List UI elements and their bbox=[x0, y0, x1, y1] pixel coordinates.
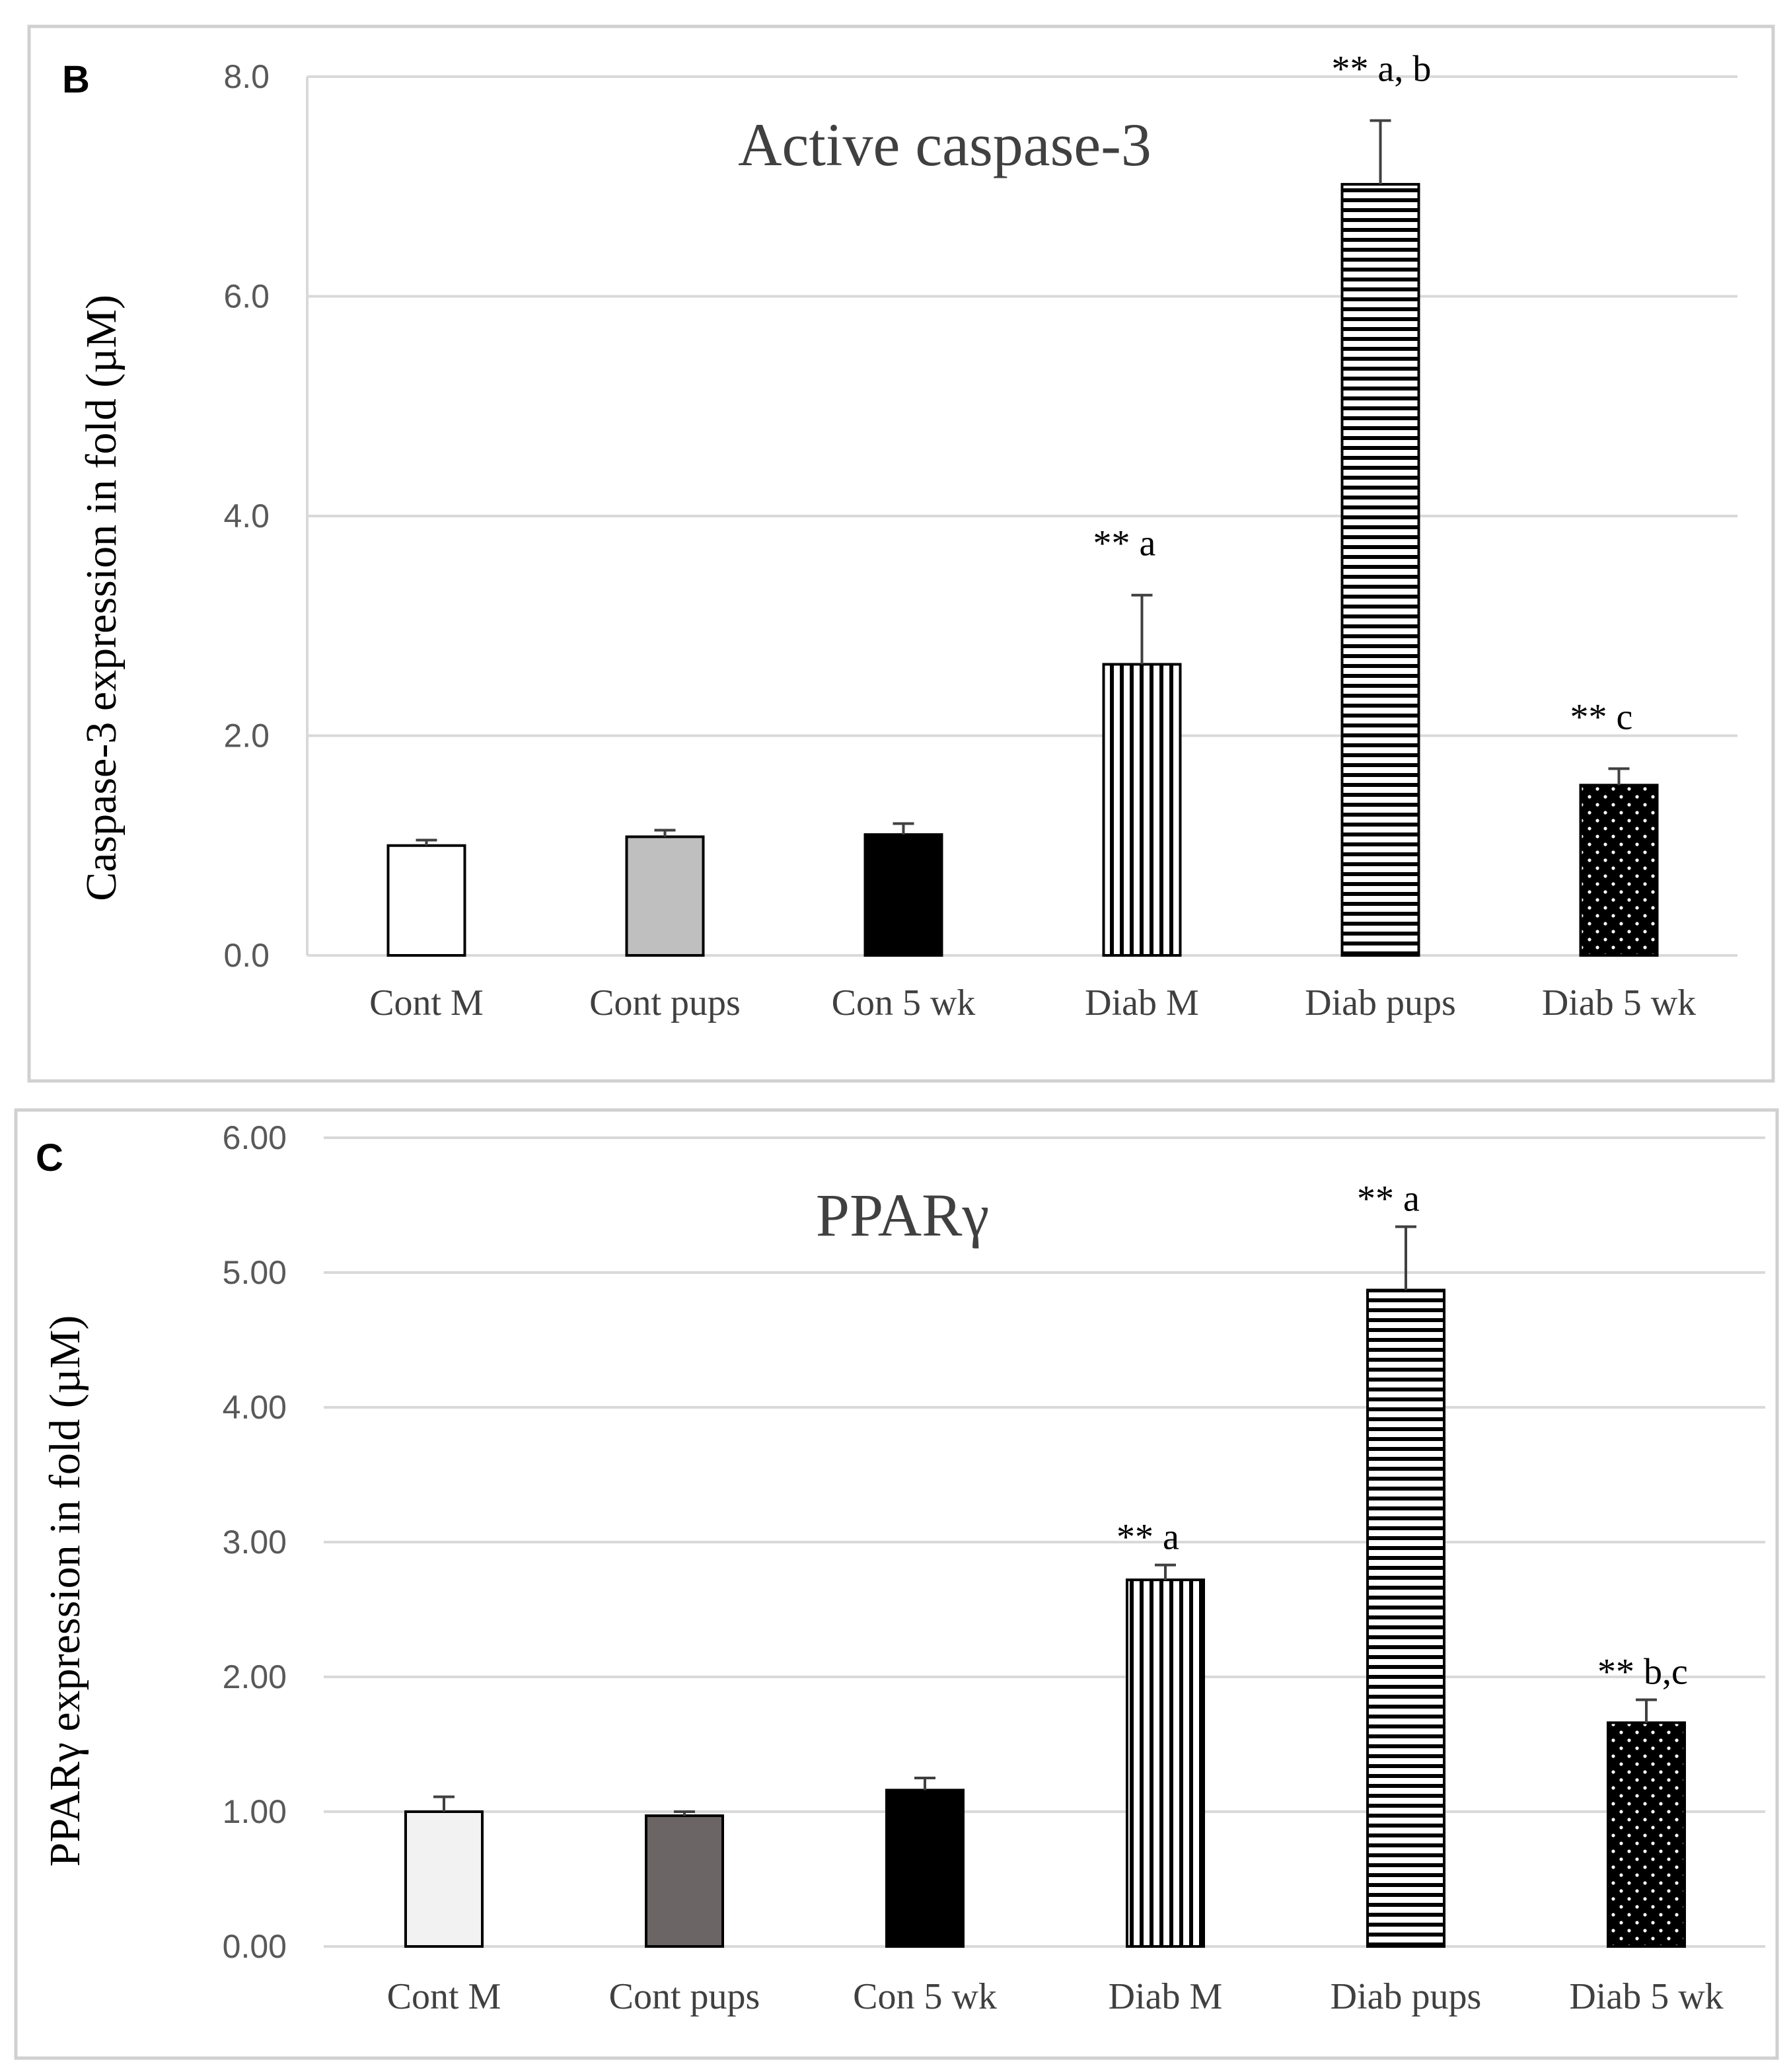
panel-b-letter: B bbox=[62, 58, 90, 101]
panel-c-x-tick-label: Con 5 wk bbox=[853, 1976, 997, 2017]
panel-c-x-tick-label: Diab M bbox=[1109, 1976, 1223, 2017]
panel-b-x-tick-label: Cont M bbox=[369, 982, 484, 1023]
panel-b-x-tick-label: Cont pups bbox=[589, 982, 741, 1023]
panel-c-bar bbox=[1607, 1721, 1686, 1948]
panel-b-y-axis-label: Caspase-3 expression in fold (µM) bbox=[77, 295, 126, 901]
panel-b-error-bar bbox=[654, 829, 676, 837]
panel-b-bar bbox=[1579, 784, 1659, 957]
panel-b-significance-label: ** a, b bbox=[1332, 49, 1432, 90]
panel-c-title: PPARγ bbox=[816, 1181, 989, 1249]
panel-c-error-bar bbox=[674, 1810, 695, 1816]
panel-b-bar bbox=[625, 835, 705, 957]
panel-b-title: Active caspase-3 bbox=[738, 111, 1151, 178]
panel-c-y-tick-label: 6.00 bbox=[223, 1119, 287, 1156]
panel-b-significance-label: ** c bbox=[1570, 696, 1633, 737]
panel-b-x-tick-label: Diab pups bbox=[1305, 982, 1456, 1023]
panel-b-x-tick-label: Diab M bbox=[1085, 982, 1199, 1023]
panel-b-bar bbox=[863, 833, 943, 957]
panel-c-significance-label: ** a bbox=[1357, 1179, 1420, 1220]
panel-c-error-bar bbox=[1636, 1698, 1657, 1723]
panel-b-error-bar bbox=[1370, 119, 1391, 184]
panel-b-error-bar bbox=[416, 838, 437, 846]
panel-b-significance-label: ** a bbox=[1093, 523, 1156, 564]
panel-b-bar bbox=[1340, 182, 1420, 957]
panel-c-significance-label: ** b,c bbox=[1597, 1652, 1688, 1693]
panel-b-y-tick-label: 6.0 bbox=[223, 278, 270, 315]
panel-b-y-tick-label: 2.0 bbox=[223, 718, 270, 755]
panel-b-x-tick-label: Diab 5 wk bbox=[1542, 982, 1696, 1023]
panel-c-x-tick-label: Diab pups bbox=[1331, 1976, 1482, 2017]
panel-b-plot: Cont M Cont pups Con 5 wk Diab M Diab pu… bbox=[369, 49, 1696, 1024]
panel-c-significance-label: ** a bbox=[1116, 1517, 1179, 1558]
panel-c-y-axis: 0.00 1.00 2.00 3.00 4.00 5.00 6.00 bbox=[223, 1119, 1765, 1965]
panel-b-y-tick-label: 4.0 bbox=[223, 498, 270, 535]
panel-c-error-bar bbox=[1155, 1563, 1176, 1580]
panel-b-bar bbox=[386, 844, 466, 957]
panel-b-y-axis: 0.0 2.0 4.0 6.0 8.0 bbox=[223, 58, 1737, 974]
panel-b-error-bar bbox=[1608, 767, 1630, 786]
panel-c-error-bar bbox=[1395, 1225, 1416, 1290]
panel-b-bar bbox=[1102, 663, 1182, 957]
panel-c-y-tick-label: 2.00 bbox=[223, 1658, 287, 1695]
panel-b-y-tick-label: 0.0 bbox=[223, 937, 270, 974]
panel-b-error-bar bbox=[1131, 593, 1153, 665]
panel-c-y-tick-label: 0.00 bbox=[223, 1928, 287, 1965]
panel-c-y-tick-label: 3.00 bbox=[223, 1524, 287, 1561]
panel-c-y-tick-label: 5.00 bbox=[223, 1254, 287, 1291]
panel-c-x-tick-label: Cont M bbox=[387, 1976, 501, 2017]
panel-c-bar bbox=[645, 1814, 724, 1948]
panel-c-y-tick-label: 4.00 bbox=[223, 1389, 287, 1426]
panel-b-x-tick-label: Con 5 wk bbox=[832, 982, 976, 1023]
panel-c-bar bbox=[1366, 1288, 1445, 1948]
panel-c-error-bar bbox=[914, 1777, 935, 1791]
panel-c-x-tick-label: Diab 5 wk bbox=[1569, 1976, 1723, 2017]
panel-b-error-bar bbox=[893, 822, 914, 835]
panel-c-plot: Cont M Cont pups Con 5 wk Diab M Diab pu… bbox=[387, 1179, 1724, 2017]
panel-c-bar bbox=[885, 1789, 965, 1948]
panel-c-y-tick-label: 1.00 bbox=[223, 1793, 287, 1830]
panel-c-x-tick-label: Cont pups bbox=[609, 1976, 760, 2017]
panel-b-y-tick-label: 8.0 bbox=[223, 58, 270, 95]
panel-c-letter: C bbox=[36, 1136, 63, 1179]
panel-c-bar bbox=[404, 1810, 484, 1948]
panel-c-bar bbox=[1126, 1578, 1205, 1948]
panel-c-error-bar bbox=[433, 1795, 455, 1812]
panel-c-y-axis-label: PPARγ expression in fold (µM) bbox=[41, 1315, 89, 1867]
